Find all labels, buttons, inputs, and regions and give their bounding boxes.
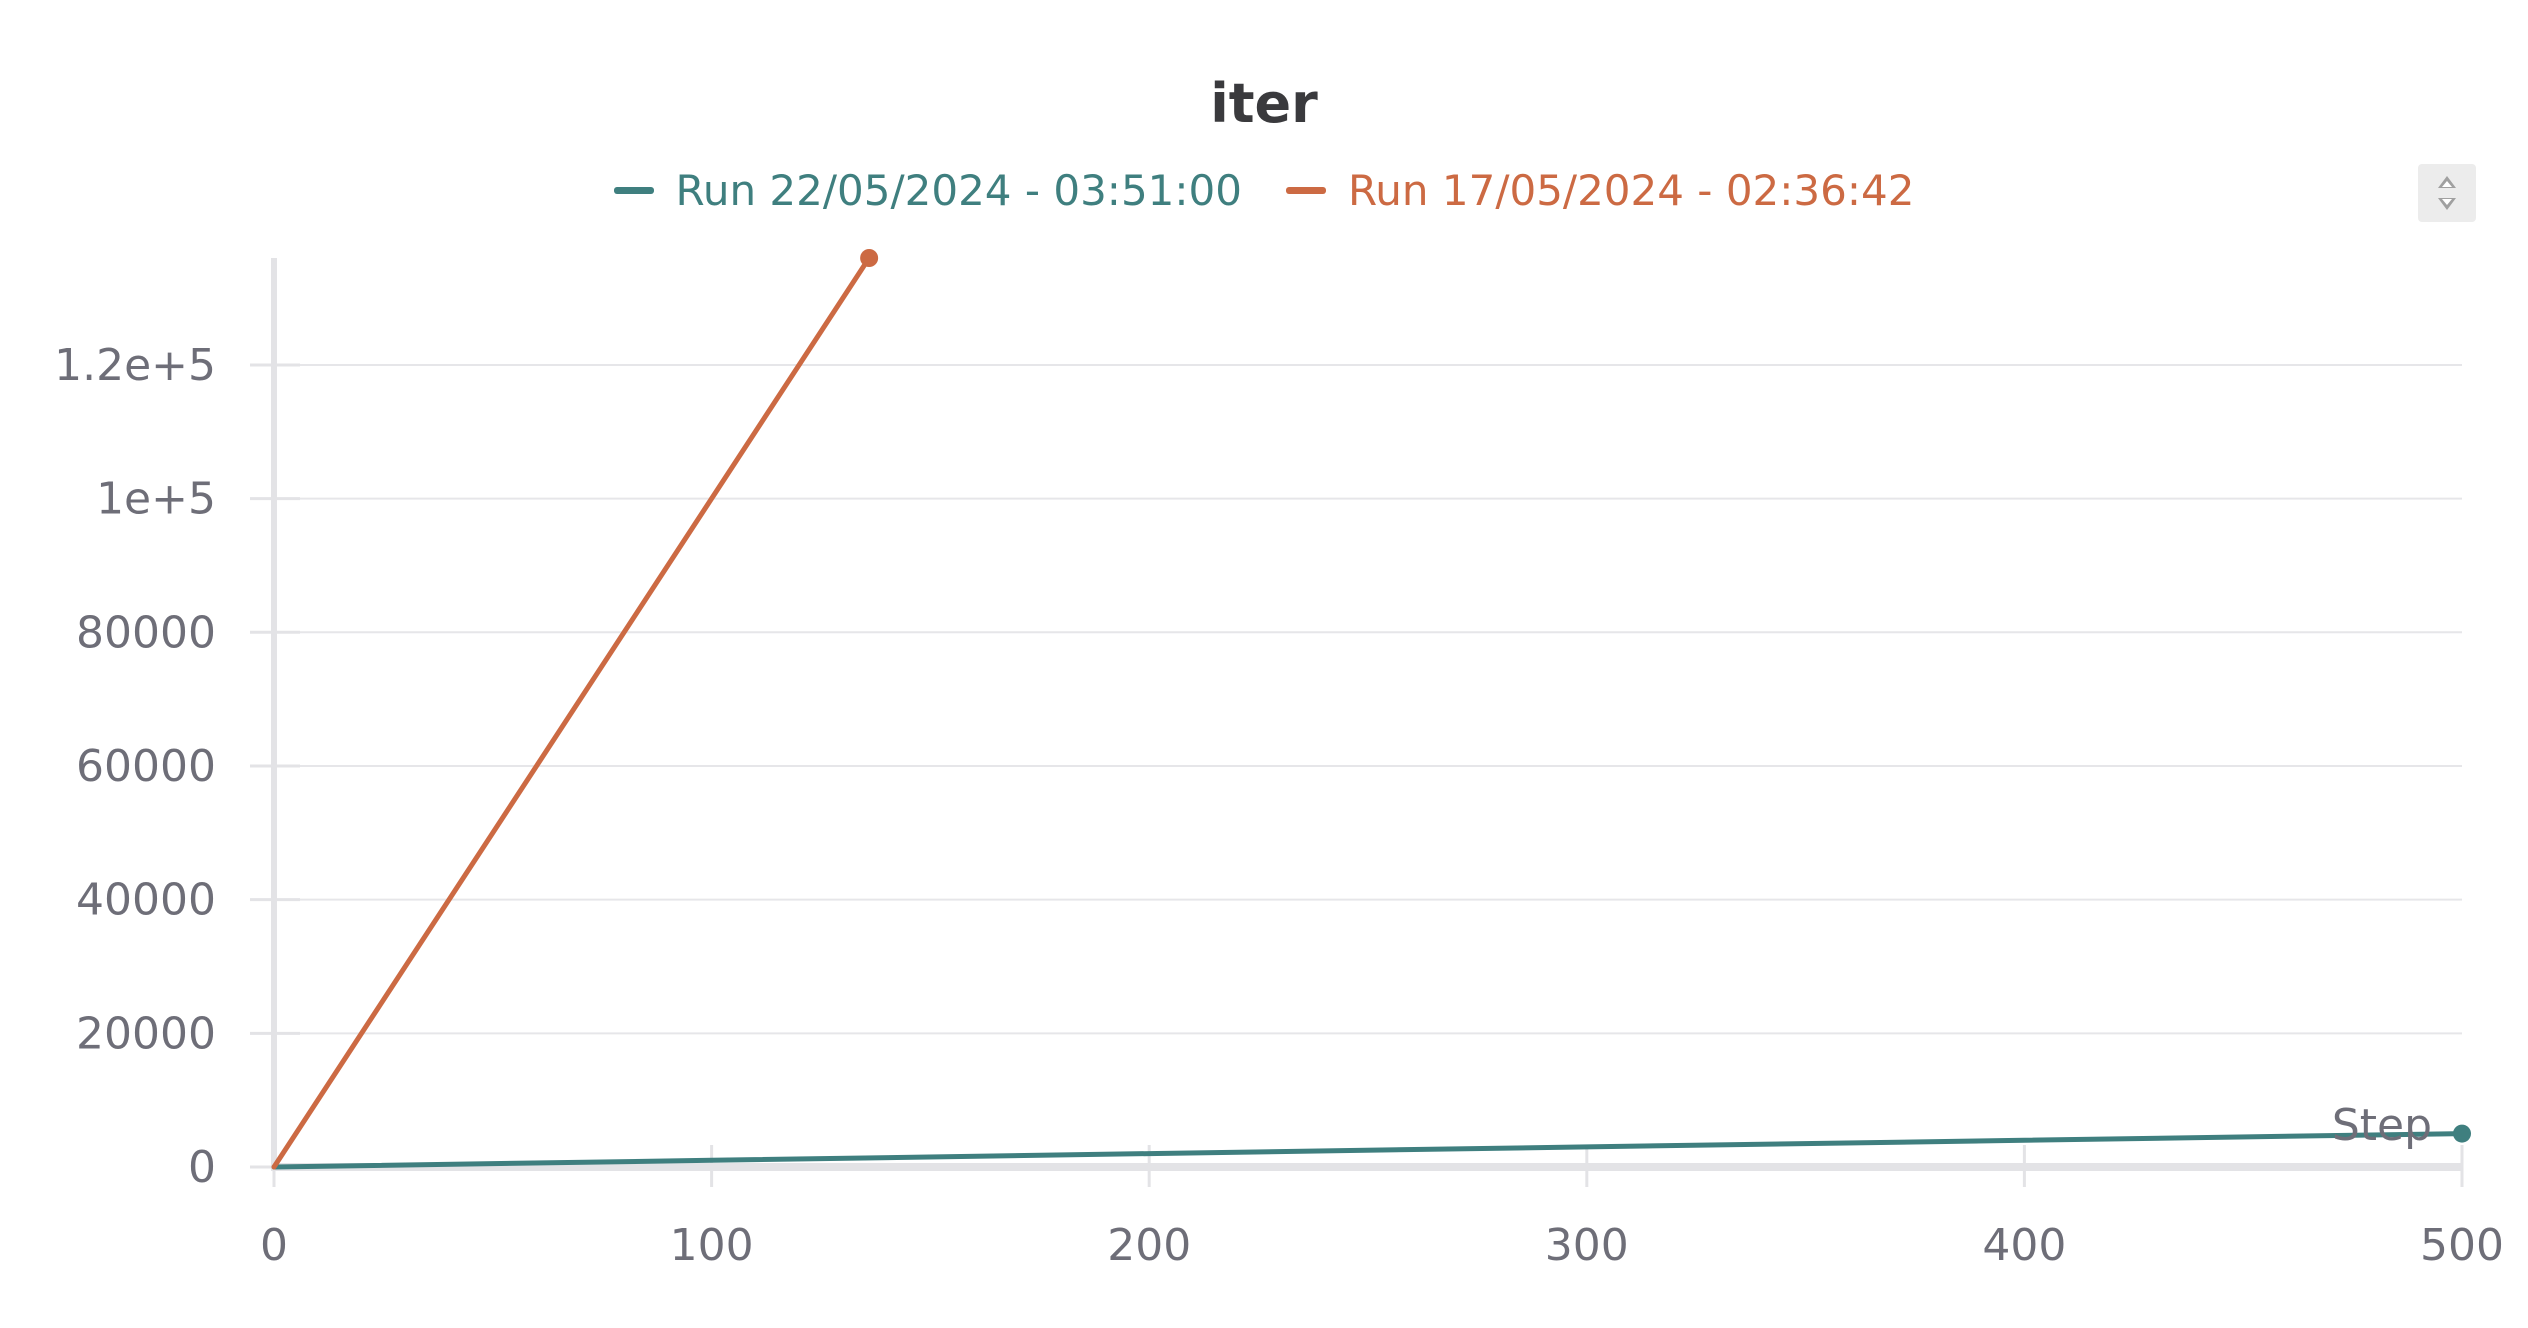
series-line-2 (271, 255, 872, 1170)
x-tick-label: 0 (260, 1220, 288, 1271)
chevron-updown-icon (2438, 176, 2456, 210)
y-tick-label: 1.2e+5 (54, 340, 216, 391)
legend-label-series-1: Run 22/05/2024 - 03:51:00 (675, 166, 1242, 215)
chart-title: iter (1210, 72, 1318, 135)
x-tick-label: 300 (1545, 1220, 1629, 1271)
x-tick-label: 500 (2420, 1220, 2504, 1271)
y-tick-label: 20000 (76, 1008, 216, 1059)
series-end-point-1 (2453, 1124, 2471, 1143)
legend-label-series-2: Run 17/05/2024 - 02:36:42 (1348, 166, 1915, 215)
y-tick-label: 1e+5 (96, 474, 216, 525)
grid-lines (296, 363, 2462, 1035)
legend-swatch-series-2 (1286, 187, 1326, 194)
expand-handle-icon[interactable] (2418, 164, 2476, 222)
x-tick-label: 200 (1107, 1220, 1191, 1271)
x-tick-label: 400 (1982, 1220, 2066, 1271)
axes (250, 258, 2464, 1187)
legend: Run 22/05/2024 - 03:51:00 Run 17/05/2024… (0, 166, 2528, 215)
y-tick-label: 60000 (76, 741, 216, 792)
y-tick-label: 80000 (76, 607, 216, 658)
y-tick-label: 0 (188, 1142, 216, 1193)
y-tick-label: 40000 (76, 875, 216, 926)
legend-swatch-series-1 (613, 187, 654, 194)
legend-item-series-1[interactable]: Run 22/05/2024 - 03:51:00 (613, 166, 1242, 215)
x-axis-label: Step (2332, 1100, 2432, 1151)
series-end-point-2 (860, 249, 879, 267)
tick-labels: 0 20000 40000 60000 80000 1e+5 1.2e+5 0 100 200 30… (54, 340, 2504, 1271)
x-tick-label: 100 (670, 1220, 754, 1271)
series-line-1 (271, 1131, 2465, 1170)
legend-item-series-2[interactable]: Run 17/05/2024 - 02:36:42 (1286, 166, 1914, 215)
series-lines (271, 249, 2471, 1170)
